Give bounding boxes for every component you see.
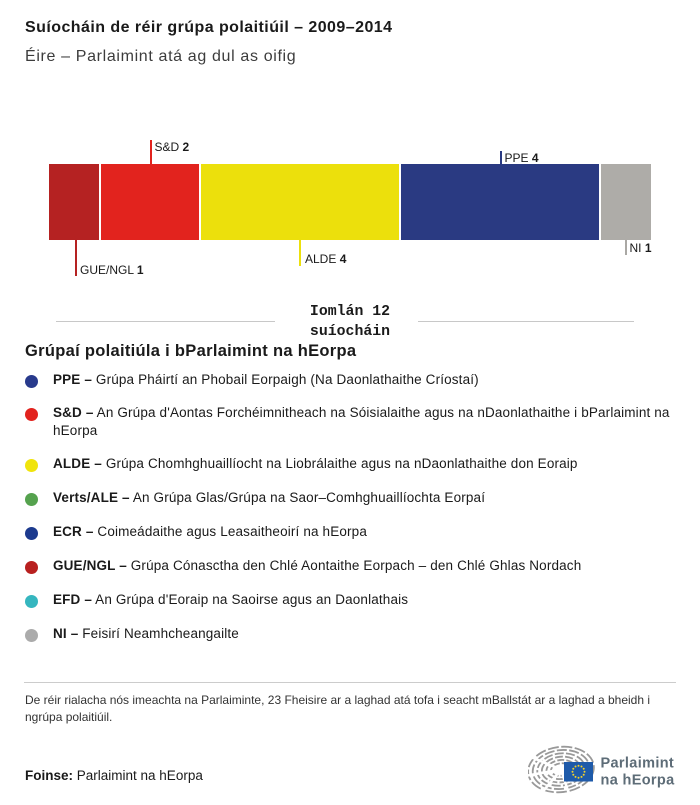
svg-text:Parlaimint: Parlaimint bbox=[601, 756, 675, 772]
svg-text:na hEorpa: na hEorpa bbox=[601, 773, 676, 789]
